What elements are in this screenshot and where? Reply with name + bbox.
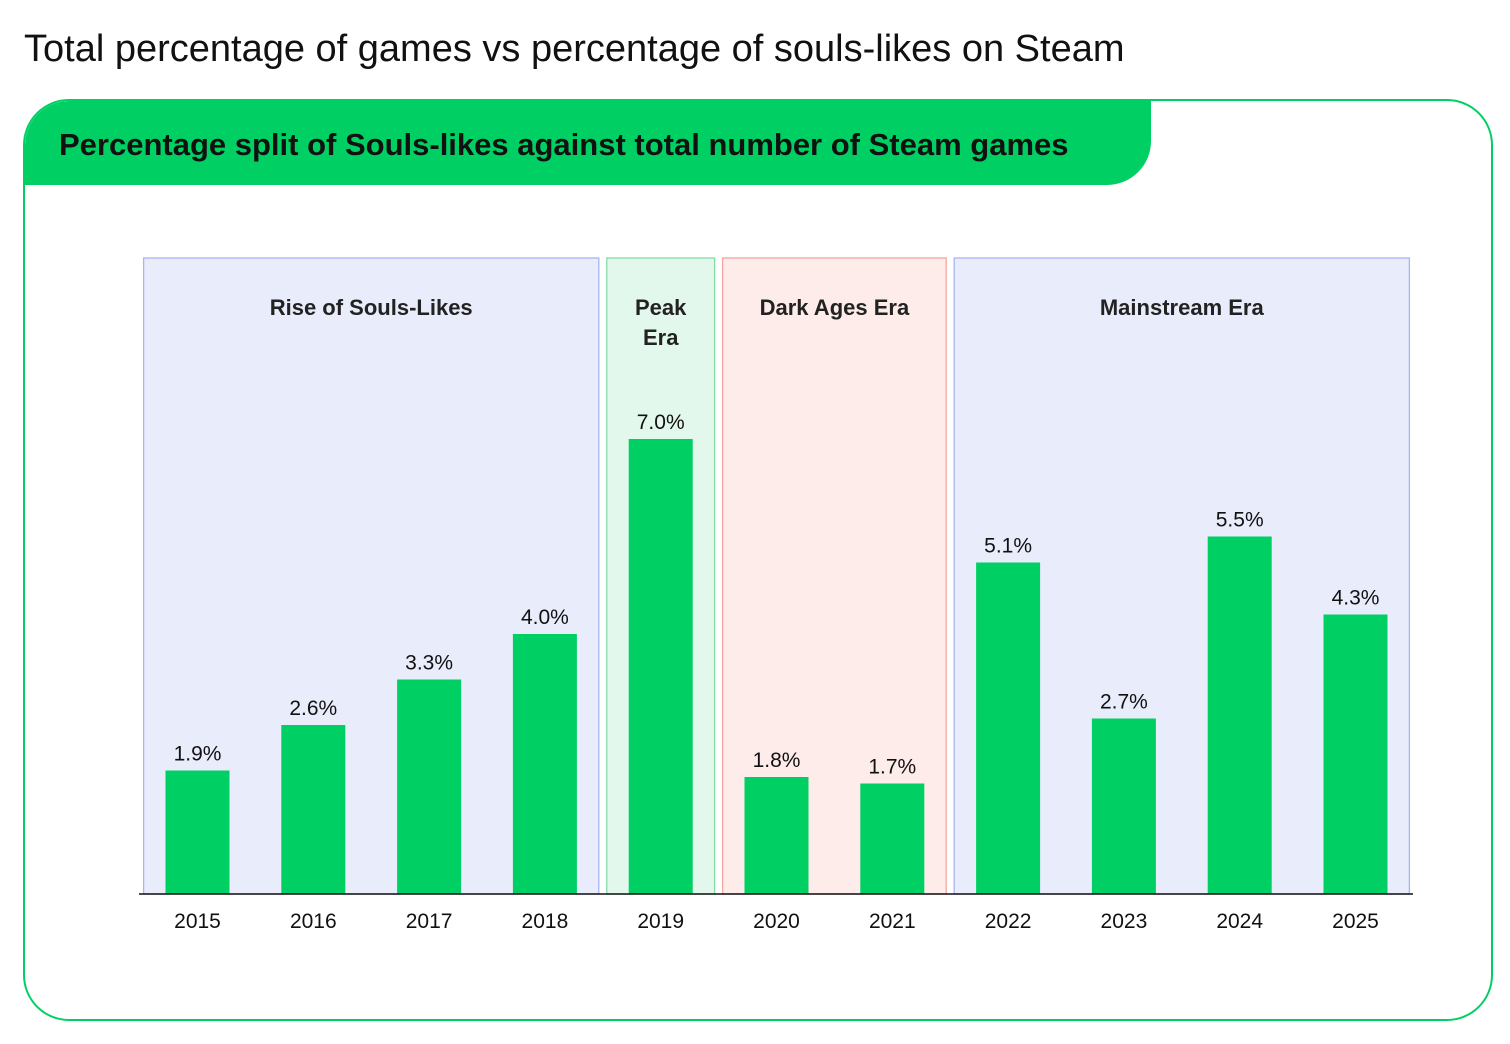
x-tick-2015: 2015 <box>174 910 221 933</box>
data-label-2020: 1.8% <box>753 749 801 772</box>
era-label-peak-era: Era <box>643 325 679 350</box>
era-label-dark-ages-era: Dark Ages Era <box>760 295 910 320</box>
bar-2023 <box>1091 718 1156 894</box>
x-tick-labels: 2015 2016 2017 2018 2019 2020 2021 2022 2023 2024… <box>174 910 1379 933</box>
data-label-2025: 4.3% <box>1332 587 1380 610</box>
bar-series <box>165 439 1388 894</box>
x-tick-2016: 2016 <box>290 910 337 933</box>
x-tick-2024: 2024 <box>1216 910 1263 933</box>
data-label-2023: 2.7% <box>1100 691 1148 714</box>
bar-2018 <box>512 634 577 894</box>
bar-2016 <box>281 725 346 894</box>
x-tick-2020: 2020 <box>753 910 800 933</box>
bar-2019 <box>628 439 693 894</box>
bar-2024 <box>1207 536 1272 894</box>
era-label-peak-era: Peak <box>635 295 687 320</box>
bar-2020 <box>744 777 809 894</box>
data-label-2019: 7.0% <box>637 411 685 434</box>
x-tick-2021: 2021 <box>869 910 916 933</box>
x-tick-2022: 2022 <box>985 910 1032 933</box>
bar-2025 <box>1323 614 1388 894</box>
x-tick-2017: 2017 <box>406 910 453 933</box>
bar-2017 <box>397 679 462 894</box>
x-tick-2023: 2023 <box>1101 910 1148 933</box>
data-labels: 1.9% 2.6% 3.3% 4.0% 7.0% 1.8% 1.7% 5.1% 2.7% 5.5%… <box>174 411 1380 779</box>
bar-2021 <box>860 783 925 894</box>
data-label-2015: 1.9% <box>174 743 222 766</box>
page-title: Total percentage of games vs percentage … <box>24 28 1125 70</box>
card-header: Percentage split of Souls-likes against … <box>25 101 1151 185</box>
bar-2015 <box>165 770 230 894</box>
data-label-2024: 5.5% <box>1216 509 1264 532</box>
x-tick-2025: 2025 <box>1332 910 1379 933</box>
data-label-2022: 5.1% <box>984 535 1032 558</box>
chart-card: Percentage split of Souls-likes against … <box>23 99 1493 1021</box>
data-label-2021: 1.7% <box>868 756 916 779</box>
bar-chart: Rise of Souls-Likes Peak Era Dark Ages Era M… <box>139 257 1413 933</box>
x-tick-2018: 2018 <box>522 910 569 933</box>
data-label-2017: 3.3% <box>405 652 453 675</box>
bar-2022 <box>976 562 1041 894</box>
x-tick-2019: 2019 <box>637 910 684 933</box>
data-label-2016: 2.6% <box>289 697 337 720</box>
era-label-mainstream-era: Mainstream Era <box>1100 295 1265 320</box>
era-label-rise-of-souls-likes: Rise of Souls-Likes <box>270 295 473 320</box>
chart-title: Percentage split of Souls-likes against … <box>59 127 1069 162</box>
data-label-2018: 4.0% <box>521 606 569 629</box>
